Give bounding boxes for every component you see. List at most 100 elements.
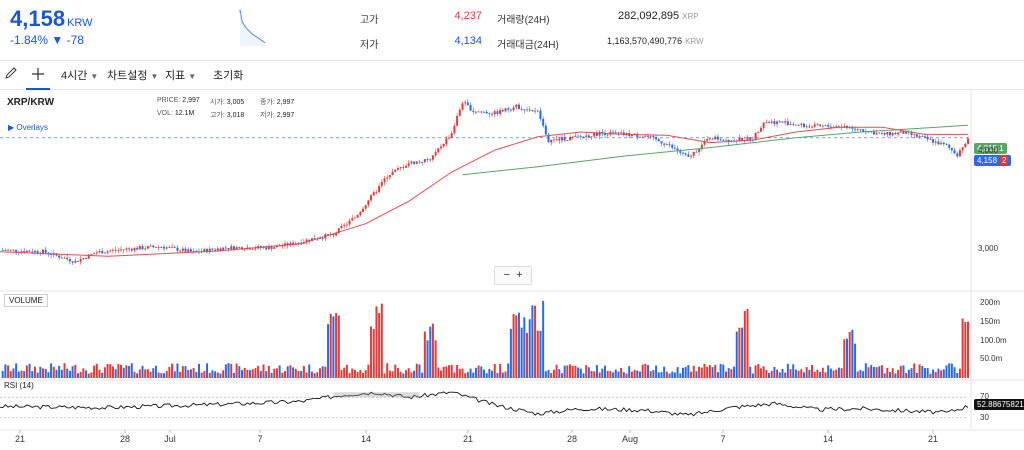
volume-bar bbox=[345, 364, 348, 378]
volume-bar bbox=[466, 372, 469, 378]
indicators-dropdown[interactable]: 지표 ▼ bbox=[165, 70, 197, 82]
volume-bar bbox=[7, 365, 10, 378]
volume-bar bbox=[496, 372, 499, 378]
volume-bar bbox=[85, 370, 88, 378]
volume-bar bbox=[953, 367, 956, 378]
volume-bar bbox=[163, 373, 166, 378]
volume-bar bbox=[316, 372, 319, 378]
volume-bar bbox=[821, 367, 824, 378]
volume-bar bbox=[948, 363, 951, 378]
volume-bar bbox=[125, 365, 128, 378]
reset-button[interactable]: 초기화 bbox=[213, 70, 244, 82]
candle-body bbox=[157, 246, 160, 248]
interval-dropdown[interactable]: 4시간 ▼ bbox=[61, 70, 99, 82]
volume-bar bbox=[286, 366, 289, 378]
overlays-toggle[interactable]: ▶ Overlays bbox=[8, 123, 48, 132]
zoom-in-button[interactable]: + bbox=[516, 269, 523, 281]
volume-bar bbox=[372, 328, 375, 378]
volume-bar bbox=[676, 367, 679, 378]
volume-bar bbox=[42, 368, 45, 378]
candle-body bbox=[450, 133, 453, 138]
candle-body bbox=[778, 121, 781, 123]
volume-bar bbox=[950, 363, 953, 378]
candle-body bbox=[515, 104, 518, 108]
candle-body bbox=[313, 238, 316, 240]
candle-body bbox=[50, 254, 53, 256]
volume-bar bbox=[439, 370, 442, 378]
volume-bar bbox=[321, 366, 324, 378]
candle-body bbox=[375, 192, 378, 193]
candle-body bbox=[9, 249, 12, 251]
volume-bar bbox=[474, 367, 477, 378]
volume-bar bbox=[883, 373, 886, 378]
volume-bar bbox=[846, 338, 848, 378]
crosshair-tool[interactable] bbox=[26, 61, 50, 90]
candle-body bbox=[187, 249, 190, 252]
volume-bar bbox=[246, 369, 249, 378]
volume-bar bbox=[668, 373, 671, 378]
candle-body bbox=[757, 131, 760, 133]
ohlc-price: PRICE: 2,997 bbox=[157, 97, 200, 104]
pencil-icon[interactable] bbox=[4, 66, 18, 80]
volume-bar bbox=[811, 364, 814, 378]
candle-body bbox=[402, 167, 405, 168]
volume-bar bbox=[499, 363, 502, 378]
volume-bar bbox=[681, 367, 684, 378]
volume-bar bbox=[878, 366, 881, 378]
volume-bar bbox=[95, 363, 98, 378]
candle-body bbox=[74, 260, 77, 263]
candle-body bbox=[813, 124, 816, 127]
candle-body bbox=[106, 251, 109, 253]
volume-bar bbox=[383, 373, 386, 378]
candle-body bbox=[421, 161, 424, 163]
volume-bar bbox=[44, 368, 47, 378]
candle-body bbox=[1, 249, 4, 251]
zoom-out-button[interactable]: − bbox=[503, 269, 510, 281]
ma-value-tag: 4,315.1 bbox=[974, 143, 1007, 154]
volume-bar bbox=[937, 368, 940, 378]
candle-body bbox=[332, 233, 335, 236]
volume-bar bbox=[856, 371, 859, 378]
volume-bar bbox=[154, 365, 157, 378]
candle-body bbox=[509, 109, 512, 111]
candle-body bbox=[727, 139, 730, 142]
volume-axis-tick: 50.0m bbox=[980, 354, 1003, 364]
candle-body bbox=[854, 128, 857, 130]
volume-bar bbox=[36, 372, 39, 378]
volume-bar bbox=[894, 373, 897, 378]
candle-body bbox=[722, 139, 725, 141]
volume-bar bbox=[33, 366, 36, 378]
candle-body bbox=[531, 110, 534, 111]
volume-bar bbox=[776, 369, 779, 378]
volume-bar bbox=[778, 372, 781, 378]
candle-body bbox=[958, 150, 961, 157]
candle-body bbox=[25, 250, 28, 253]
candle-body bbox=[251, 249, 254, 251]
candle-body bbox=[445, 138, 448, 145]
candle-body bbox=[703, 140, 706, 145]
candle-body bbox=[811, 126, 814, 128]
volume-bar bbox=[348, 373, 351, 378]
candle-body bbox=[926, 136, 929, 140]
candle-body bbox=[595, 132, 598, 136]
candle-body bbox=[181, 248, 184, 251]
candle-body bbox=[388, 175, 391, 178]
candle-body bbox=[649, 136, 652, 137]
candle-body bbox=[501, 109, 504, 112]
volume-bar bbox=[351, 368, 354, 378]
current-price: 4,158 KRW bbox=[10, 6, 93, 31]
candle-body bbox=[821, 125, 824, 127]
candle-body bbox=[765, 122, 768, 123]
volume-bar bbox=[875, 367, 878, 378]
candle-body bbox=[461, 103, 464, 110]
candle-body bbox=[571, 136, 574, 138]
candle-body bbox=[79, 259, 82, 262]
candle-body bbox=[458, 109, 461, 116]
candle-body bbox=[934, 141, 937, 143]
chart-settings-dropdown[interactable]: 차트설정 ▼ bbox=[107, 70, 159, 82]
price-axis-tick: 4,000 bbox=[978, 145, 999, 155]
volume-bar bbox=[802, 372, 805, 378]
volume-axis-tick: 100.0m bbox=[980, 335, 1007, 345]
candle-body bbox=[386, 177, 389, 179]
